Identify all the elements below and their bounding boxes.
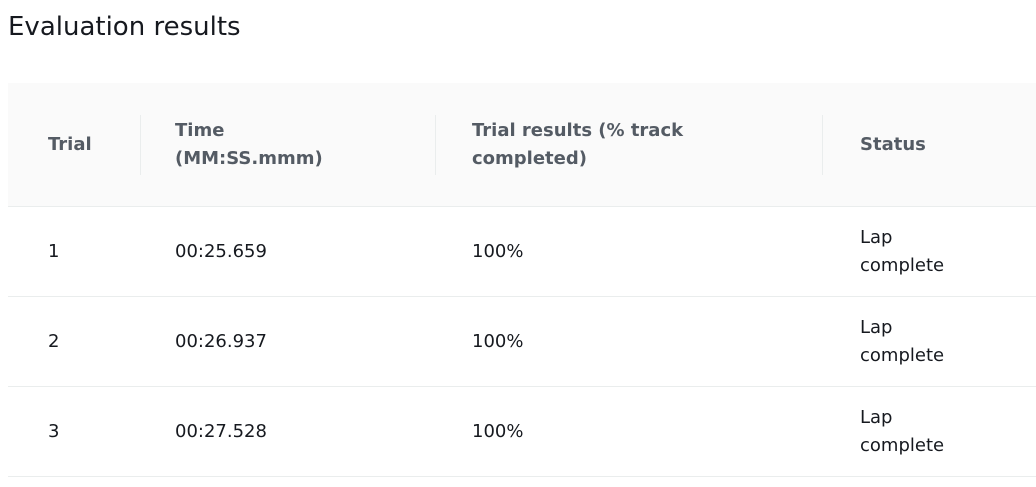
table-header: Trial Time (MM:SS.mmm) Trial results (% tr… (8, 83, 1036, 207)
table-cell: Lap complete (860, 406, 945, 456)
table-cell: 00:25.659 (175, 240, 267, 262)
results-table: Trial Time (MM:SS.mmm) Trial results (% tr… (8, 83, 1036, 477)
column-divider (435, 115, 436, 175)
table-cell: 2 (48, 330, 60, 352)
table-cell: 100% (472, 420, 524, 442)
column-header: Status (860, 133, 926, 155)
column-header: Trial (48, 133, 92, 155)
table-cell: Lap complete (860, 316, 945, 366)
table-row: 2 00:26.937 100% Lap complete (8, 297, 1036, 387)
table-cell: 100% (472, 330, 524, 352)
column-header: Trial results (% track completed) (472, 119, 684, 169)
column-header: Time (MM:SS.mmm) (175, 119, 323, 169)
column-divider (822, 115, 823, 175)
table-row: 3 00:27.528 100% Lap complete (8, 387, 1036, 477)
table-cell: 3 (48, 420, 60, 442)
table-cell: 00:26.937 (175, 330, 267, 352)
column-divider (140, 115, 141, 175)
table-row: 1 00:25.659 100% Lap complete (8, 207, 1036, 297)
table-cell: 00:27.528 (175, 420, 267, 442)
table-cell: 1 (48, 240, 60, 262)
table-cell: 100% (472, 240, 524, 262)
table-cell: Lap complete (860, 226, 945, 276)
page-title: Evaluation results (8, 12, 241, 42)
